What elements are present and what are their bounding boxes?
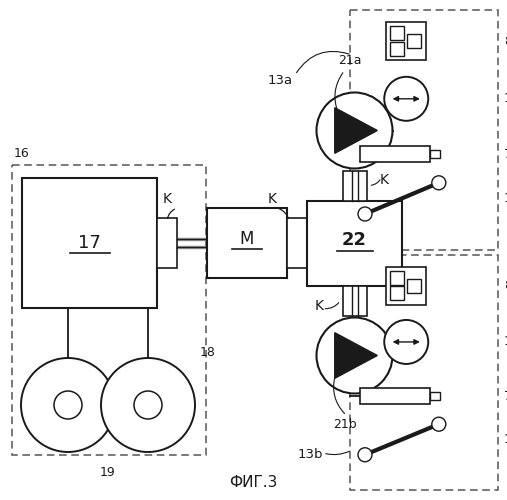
Bar (390, 286, 404, 300)
Text: 15: 15 (504, 433, 507, 446)
Text: K: K (315, 298, 324, 312)
Bar (343, 286, 367, 316)
Text: 18: 18 (200, 346, 216, 360)
Bar (287, 218, 307, 268)
Text: 13b: 13b (297, 448, 323, 462)
Bar (407, 278, 421, 292)
Bar (430, 392, 440, 400)
Circle shape (316, 318, 392, 394)
Circle shape (384, 320, 428, 364)
Text: M: M (240, 230, 254, 248)
Text: 8: 8 (504, 34, 507, 48)
Bar (12, 165, 206, 455)
Text: 22: 22 (342, 231, 367, 249)
Text: K: K (380, 174, 389, 188)
Text: 10: 10 (504, 336, 507, 348)
Polygon shape (335, 108, 377, 154)
Circle shape (358, 207, 372, 221)
Bar (407, 34, 421, 48)
Bar (390, 26, 404, 40)
Bar (307, 200, 402, 286)
Text: 21a: 21a (338, 54, 361, 68)
Text: 7: 7 (504, 148, 507, 160)
Bar (390, 42, 404, 56)
Text: 15: 15 (504, 192, 507, 205)
Text: 8: 8 (504, 279, 507, 292)
Circle shape (384, 77, 428, 121)
Bar (343, 170, 367, 200)
Polygon shape (335, 332, 377, 378)
Text: 10: 10 (504, 92, 507, 106)
Bar (360, 146, 430, 162)
Text: K: K (163, 192, 171, 206)
Bar (360, 388, 430, 404)
Text: 17: 17 (78, 234, 101, 252)
Circle shape (101, 358, 195, 452)
Text: K: K (268, 192, 276, 206)
Circle shape (432, 176, 446, 190)
Text: ФИГ.3: ФИГ.3 (229, 475, 278, 490)
Bar (350, 10, 498, 250)
Text: 13a: 13a (267, 74, 293, 86)
Text: 7: 7 (504, 390, 507, 402)
Circle shape (134, 391, 162, 419)
Circle shape (432, 417, 446, 431)
Bar (22, 178, 157, 308)
Text: 21b: 21b (333, 418, 356, 432)
Bar (350, 255, 498, 490)
Bar (386, 266, 426, 304)
Circle shape (358, 448, 372, 462)
Bar (207, 208, 287, 278)
Bar (390, 270, 404, 284)
Circle shape (316, 92, 392, 168)
Text: 16: 16 (14, 147, 30, 160)
Bar (386, 22, 426, 60)
Bar (157, 218, 177, 268)
Circle shape (21, 358, 115, 452)
Circle shape (54, 391, 82, 419)
Text: 19: 19 (100, 466, 116, 479)
Bar (430, 150, 440, 158)
